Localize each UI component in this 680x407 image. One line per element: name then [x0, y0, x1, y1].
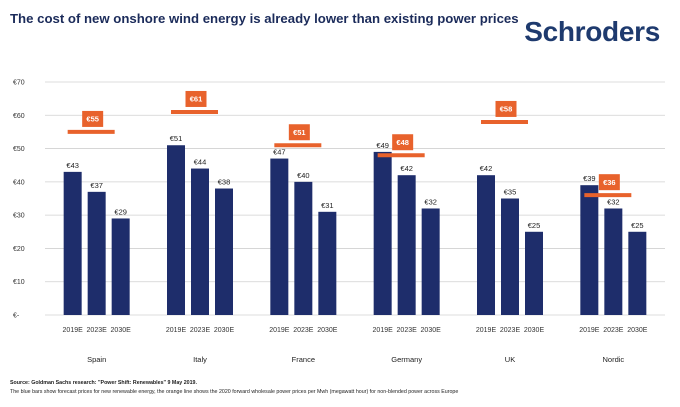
x-period-label: 2023E [397, 327, 418, 334]
y-tick-label: €20 [13, 246, 25, 253]
bar [477, 175, 495, 315]
country-label: Italy [193, 355, 207, 364]
x-period-label: 2023E [190, 327, 211, 334]
bar [167, 145, 185, 315]
explanation-note: The blue bars show forecast prices for n… [10, 389, 459, 395]
x-period-label: 2019E [373, 327, 394, 334]
x-period-label: 2019E [269, 327, 290, 334]
bar [421, 208, 440, 315]
power-price-label: €36 [603, 178, 616, 187]
brand-logo: Schroders [524, 16, 660, 47]
x-period-label: 2030E [421, 327, 442, 334]
x-period-label: 2023E [293, 327, 314, 334]
bar [318, 211, 337, 315]
bar-value-label: €40 [297, 171, 310, 180]
power-price-label: €51 [293, 128, 306, 137]
bar-value-label: €51 [170, 134, 183, 143]
y-tick-label: €60 [13, 113, 25, 120]
bar-value-label: €38 [218, 178, 231, 187]
power-price-badge [288, 124, 310, 141]
bar-chart: €- €10 €20 €30 €40 €50 €60 €70 €43 2019E €37 2023E €… [13, 80, 665, 364]
y-tick-label: €50 [13, 146, 25, 153]
bar [604, 208, 623, 315]
bar [111, 218, 130, 315]
x-period-label: 2019E [476, 327, 497, 334]
power-price-badge [392, 134, 414, 151]
x-period-label: 2030E [627, 327, 648, 334]
x-period-label: 2023E [87, 327, 108, 334]
bar-value-label: €43 [66, 161, 79, 170]
country-label: France [292, 355, 315, 364]
bar [294, 181, 313, 315]
bar-value-label: €25 [631, 221, 644, 230]
x-period-label: 2019E [579, 327, 600, 334]
bar-value-label: €25 [528, 221, 541, 230]
x-period-label: 2030E [317, 327, 338, 334]
bar [501, 198, 519, 315]
bar-value-label: €31 [321, 201, 334, 210]
power-price-label: €61 [190, 95, 203, 104]
y-tick-label: €- [13, 313, 20, 320]
bar [215, 188, 233, 315]
power-price-badge [185, 90, 207, 107]
bar-value-label: €47 [273, 148, 286, 157]
y-tick-label: €40 [13, 179, 25, 186]
power-price-label: €48 [396, 138, 409, 147]
country-label: Germany [391, 355, 422, 364]
country-label: Nordic [602, 355, 624, 364]
power-price-badge [598, 174, 620, 191]
bar-value-label: €42 [400, 164, 413, 173]
bar-value-label: €39 [583, 174, 596, 183]
power-price-badge [495, 100, 517, 117]
bar [525, 231, 543, 315]
bar [270, 158, 289, 315]
x-period-label: 2030E [524, 327, 545, 334]
bar-value-label: €42 [480, 164, 493, 173]
bar-value-label: €37 [90, 181, 103, 190]
chart-title: The cost of new onshore wind energy is a… [10, 11, 519, 26]
bar [191, 168, 209, 315]
country-label: UK [505, 355, 515, 364]
y-tick-label: €30 [13, 213, 25, 220]
bar [373, 151, 392, 315]
x-period-label: 2019E [63, 327, 84, 334]
power-price-label: €55 [86, 115, 99, 124]
bar-value-label: €32 [424, 197, 437, 206]
x-period-label: 2023E [500, 327, 521, 334]
bar-value-label: €35 [504, 188, 517, 197]
bar [580, 185, 599, 315]
bar [63, 171, 82, 315]
y-tick-label: €10 [13, 279, 25, 286]
bar [87, 191, 106, 315]
source-note: Source: Goldman Sachs research: "Power S… [10, 380, 197, 386]
bar-value-label: €29 [114, 207, 127, 216]
y-tick-label: €70 [13, 80, 25, 87]
bar-value-label: €32 [607, 197, 620, 206]
bar-value-label: €49 [376, 141, 389, 150]
x-period-label: 2030E [111, 327, 132, 334]
x-period-label: 2019E [166, 327, 187, 334]
bar-value-label: €44 [194, 158, 207, 167]
x-period-label: 2030E [214, 327, 235, 334]
x-period-label: 2023E [603, 327, 624, 334]
power-price-label: €58 [500, 105, 513, 114]
power-price-badge [82, 110, 104, 127]
country-label: Spain [87, 355, 106, 364]
bar [628, 231, 647, 315]
bar [397, 175, 416, 315]
